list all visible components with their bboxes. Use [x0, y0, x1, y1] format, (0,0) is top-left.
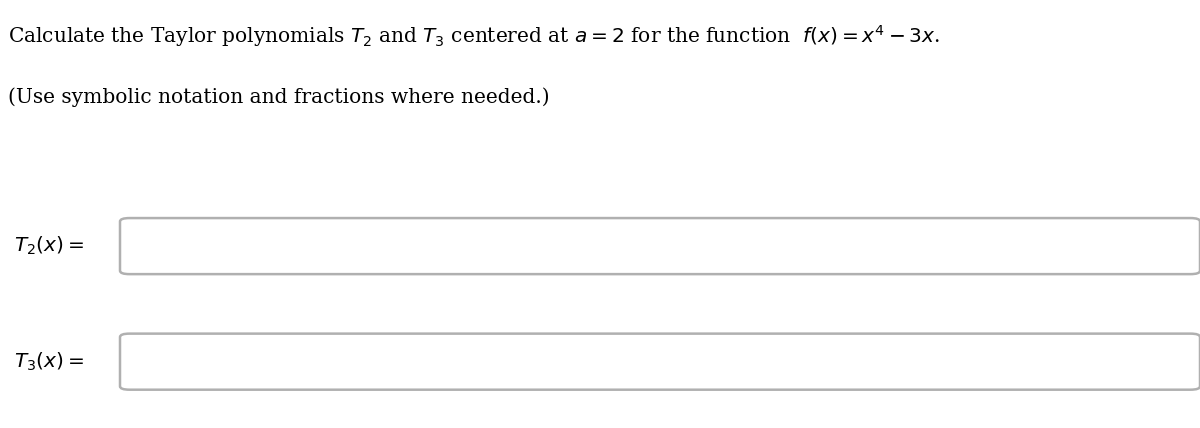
Text: (Use symbolic notation and fractions where needed.): (Use symbolic notation and fractions whe… — [8, 88, 550, 107]
FancyBboxPatch shape — [120, 334, 1200, 389]
Text: $T_2(x) =$: $T_2(x) =$ — [14, 235, 84, 257]
Text: $T_3(x) =$: $T_3(x) =$ — [14, 351, 84, 373]
FancyBboxPatch shape — [120, 218, 1200, 274]
Text: Calculate the Taylor polynomials $T_2$ and $T_3$ centered at $a = 2$ for the fun: Calculate the Taylor polynomials $T_2$ a… — [8, 24, 941, 50]
